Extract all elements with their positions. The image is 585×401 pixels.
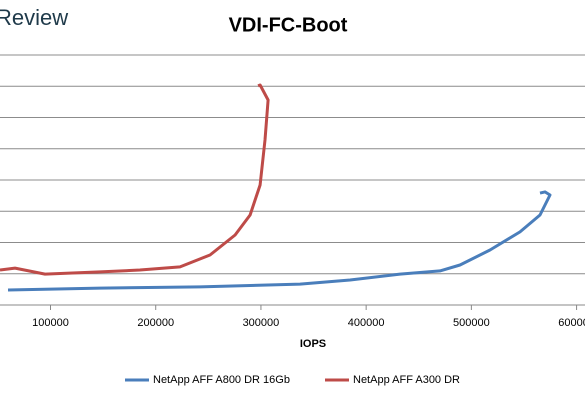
legend-label: NetApp AFF A800 DR 16Gb <box>153 374 290 386</box>
x-tick-label: 200000 <box>137 317 174 329</box>
x-tick-label: 500000 <box>453 317 490 329</box>
x-tick-label: 100000 <box>32 317 69 329</box>
x-tick-label: 400000 <box>348 317 385 329</box>
legend-label: NetApp AFF A300 DR <box>353 374 460 386</box>
x-tick-label: 300000 <box>243 317 280 329</box>
chart-title: VDI-FC-Boot <box>229 14 348 36</box>
series-line <box>0 83 270 276</box>
x-tick-label: 600000 <box>558 317 585 329</box>
x-axis-label: IOPS <box>300 338 326 350</box>
series-line <box>7 190 552 292</box>
watermark: Review <box>0 5 68 30</box>
